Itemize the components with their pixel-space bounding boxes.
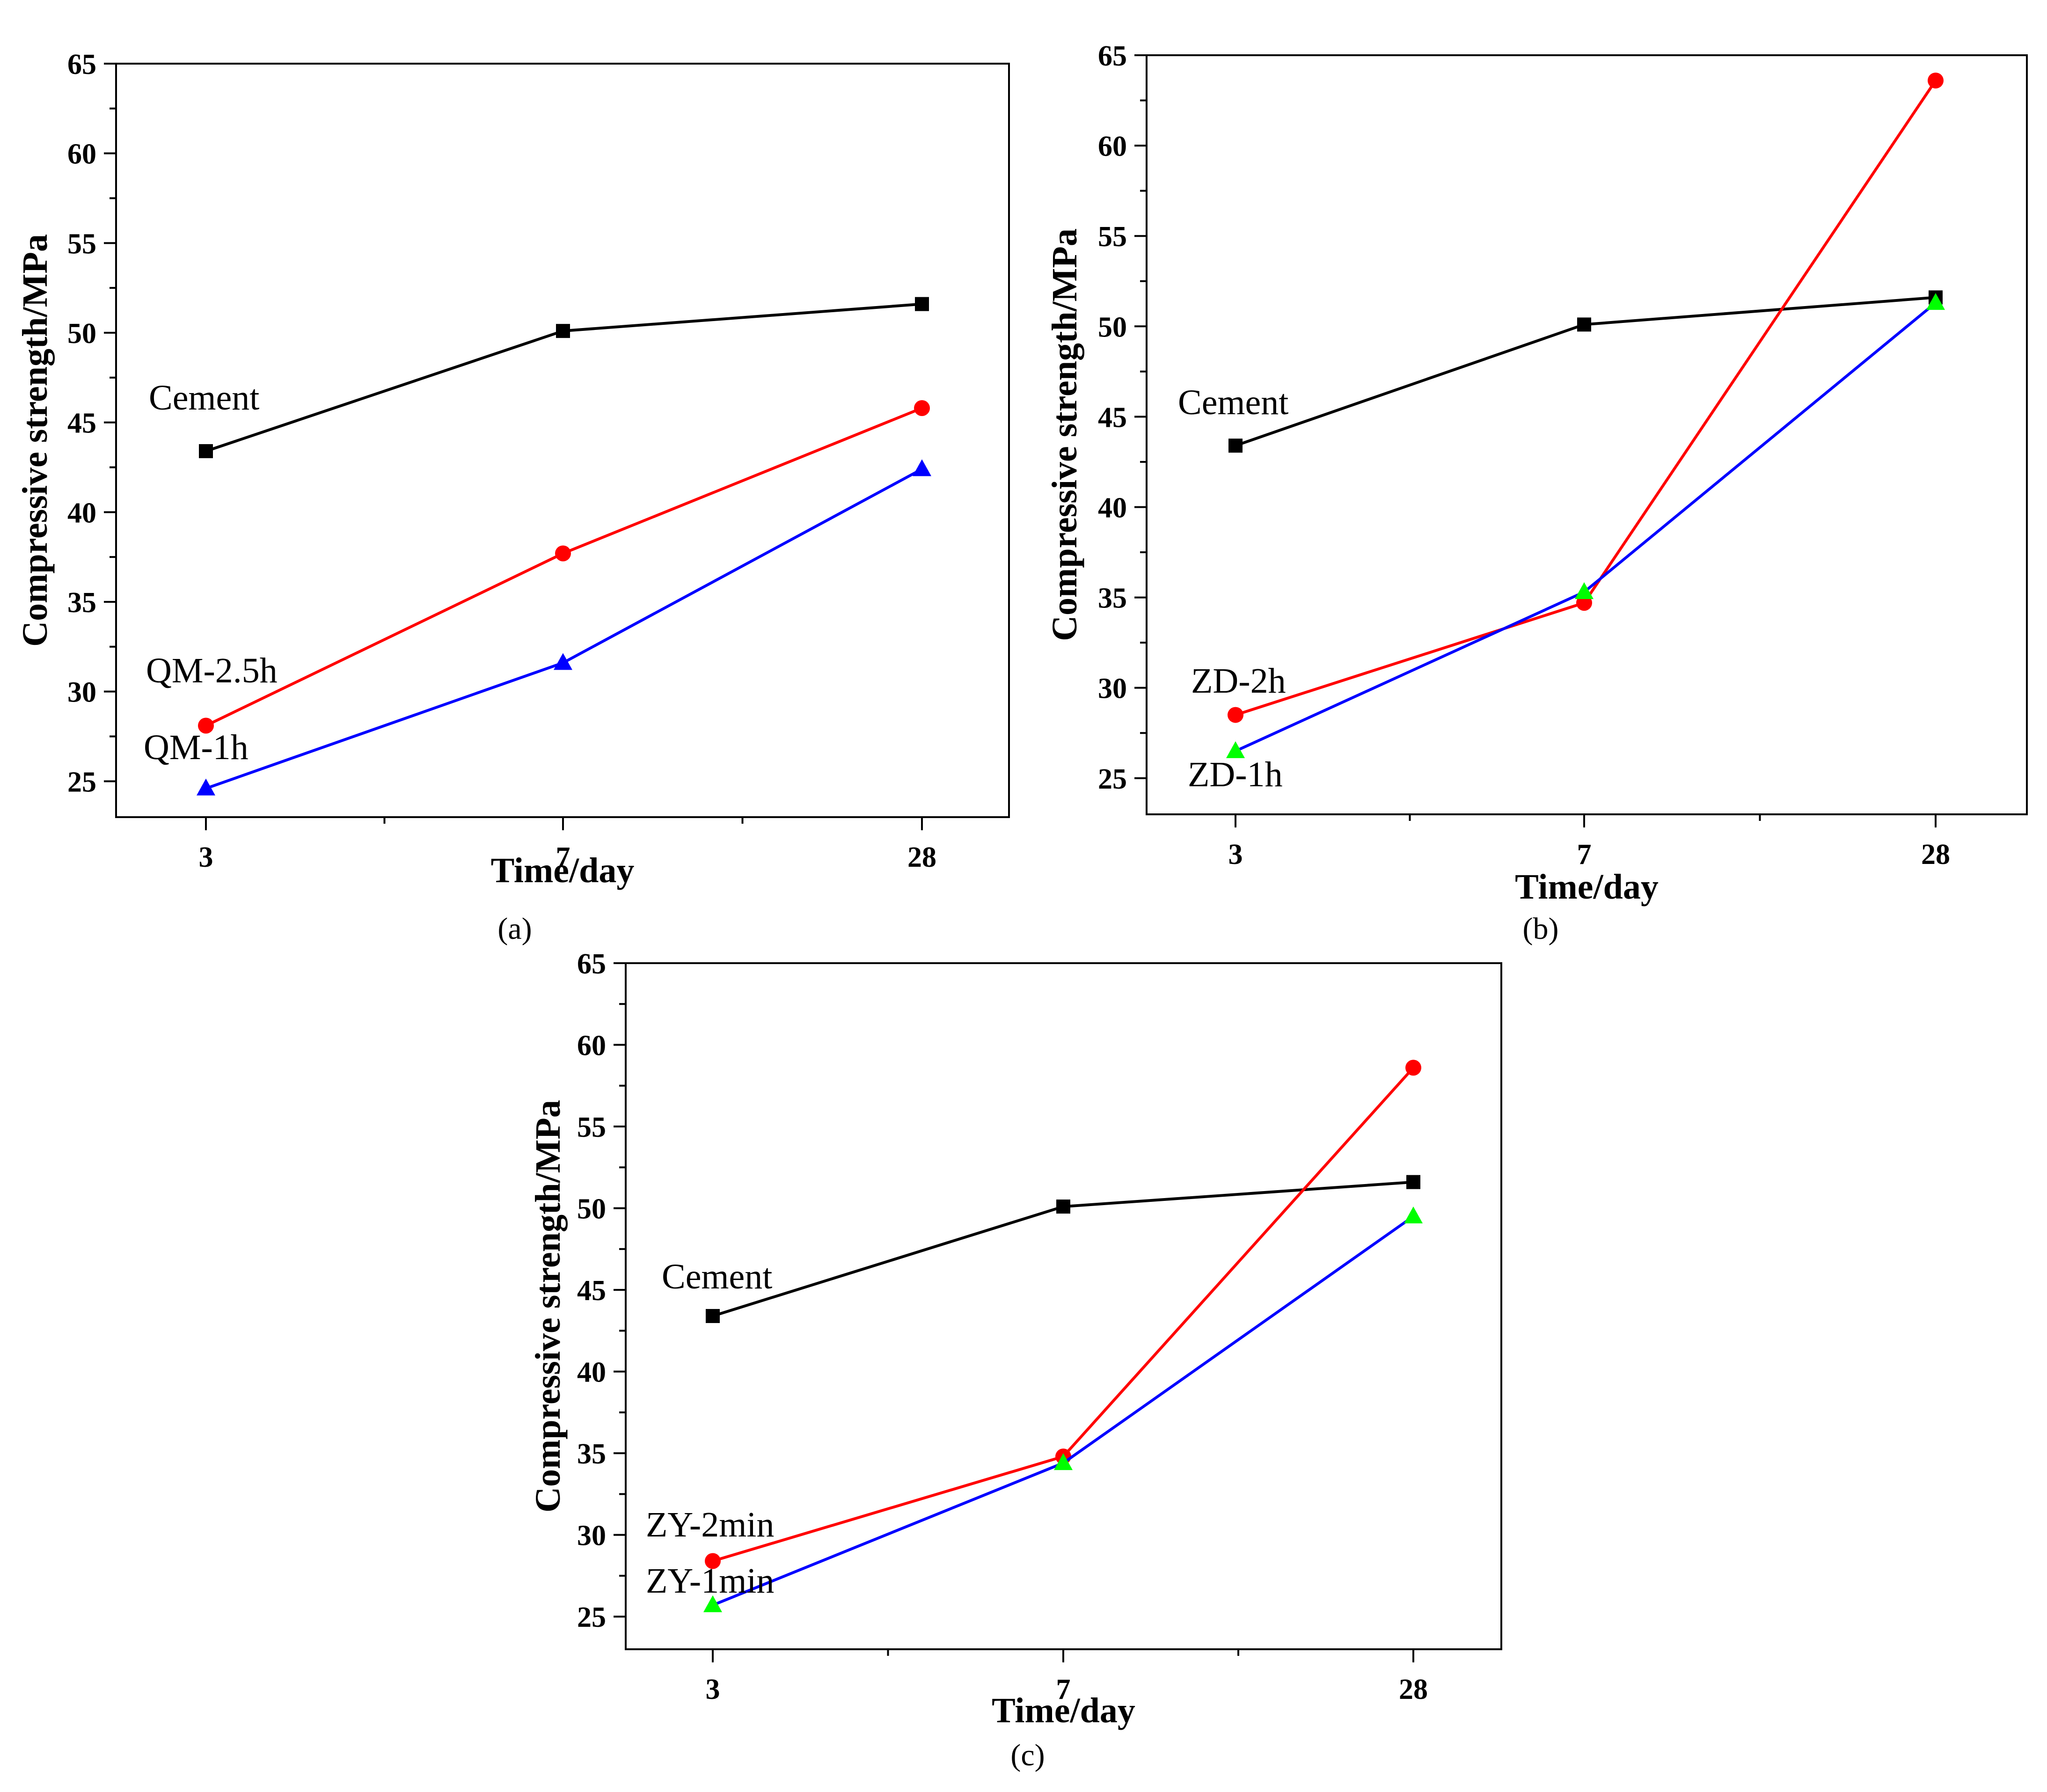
data-point-zd-2h	[1928, 73, 1944, 89]
data-point-zd-1h	[1575, 582, 1594, 599]
data-point-cement	[556, 324, 570, 338]
y-tick-label: 50	[1098, 311, 1127, 343]
x-tick-label: 28	[1921, 839, 1950, 870]
y-tick-label: 65	[577, 948, 606, 980]
x-tick-label: 28	[907, 841, 936, 873]
series-label-qm-2-5h: QM-2.5h	[146, 651, 278, 690]
data-point-cement	[1228, 439, 1243, 453]
y-tick-label: 45	[67, 408, 96, 439]
series-line-qm-1h	[205, 468, 923, 790]
data-point-qm-2-5h	[914, 400, 930, 416]
series-label-cement: Cement	[1178, 383, 1288, 422]
y-tick-label: 25	[577, 1602, 606, 1633]
y-axis-title: Compressive strength/MPa	[528, 1100, 568, 1513]
data-point-cement	[915, 297, 929, 311]
y-tick-label: 55	[577, 1112, 606, 1143]
x-axis-title: Time/day	[992, 1691, 1135, 1730]
data-point-zy-2min	[705, 1553, 721, 1569]
series-label-zd-1h: ZD-1h	[1188, 755, 1283, 794]
x-tick-label: 3	[1228, 839, 1243, 870]
y-tick-label: 50	[577, 1193, 606, 1225]
y-tick-label: 50	[67, 318, 96, 350]
y-tick-label: 30	[1098, 673, 1127, 705]
data-point-qm-2-5h	[198, 717, 214, 734]
series-label-cement: Cement	[662, 1257, 772, 1296]
data-point-qm-1h	[554, 653, 572, 670]
plot-frame	[625, 962, 1502, 1650]
x-tick-label: 3	[706, 1674, 720, 1705]
data-point-zy-2min	[1405, 1060, 1421, 1076]
plot-frame	[1146, 54, 2028, 815]
series-line-qm-2-5h	[205, 407, 923, 727]
series-label-zd-2h: ZD-2h	[1191, 661, 1286, 701]
data-point-qm-2-5h	[555, 545, 571, 562]
data-point-cement	[1577, 317, 1591, 332]
y-tick-label: 40	[577, 1357, 606, 1389]
data-point-zy-1min	[1404, 1207, 1423, 1224]
data-point-zd-2h	[1228, 707, 1243, 723]
y-tick-label: 30	[577, 1520, 606, 1552]
y-tick-label: 35	[67, 587, 96, 619]
data-point-cement	[1406, 1175, 1420, 1189]
y-tick-label: 30	[67, 677, 96, 709]
y-tick-label: 60	[577, 1030, 606, 1062]
y-tick-label: 60	[1098, 131, 1127, 162]
y-axis-title: Compressive strength/MPa	[15, 234, 55, 647]
panel-b: 25 30 35 40 45 50 55 60 65 3 7 28 Time/day Compressiv…	[1045, 40, 2028, 946]
y-tick-label: 45	[1098, 402, 1127, 433]
panel-c: 25 30 35 40 45 50 55 60 65 3 7 28 Time/day Compressiv…	[528, 948, 1502, 1772]
y-tick-label: 55	[1098, 221, 1127, 253]
data-point-zy-1min	[703, 1595, 722, 1612]
y-tick-label: 65	[1098, 40, 1127, 72]
y-tick-label: 25	[1098, 763, 1127, 795]
data-point-qm-1h	[913, 459, 931, 476]
panel-label: (a)	[497, 912, 532, 946]
series-label-zy-1min: ZY-1min	[646, 1561, 774, 1601]
x-tick-label: 3	[199, 841, 213, 873]
y-tick-label: 40	[67, 497, 96, 529]
x-tick-label: 28	[1399, 1674, 1428, 1705]
y-tick-label: 60	[67, 139, 96, 170]
data-point-qm-1h	[197, 778, 215, 796]
panel-a: 25 30 35 40 45 50 55 60 65 3 7 28 Time/day Compressiv…	[15, 49, 1010, 946]
y-axis-title: Compressive strength/MPa	[1045, 228, 1084, 641]
series-line-zy-2min	[712, 1067, 1415, 1563]
x-tick-label: 7	[1577, 839, 1592, 870]
data-point-zy-1min	[1054, 1453, 1073, 1470]
series-line-zd-1h	[1235, 301, 1937, 753]
y-tick-label: 35	[1098, 583, 1127, 614]
data-point-cement	[706, 1309, 720, 1323]
y-tick-label: 25	[67, 766, 96, 798]
x-axis-title: Time/day	[491, 851, 635, 890]
y-tick-label: 65	[67, 49, 96, 80]
series-label-zy-2min: ZY-2min	[646, 1505, 774, 1544]
series-line-zy-1min	[712, 1215, 1414, 1607]
x-axis-title: Time/day	[1515, 867, 1659, 907]
panel-label: (c)	[1010, 1738, 1045, 1772]
data-point-cement	[1056, 1200, 1070, 1214]
y-tick-label: 45	[577, 1275, 606, 1307]
panel-label: (b)	[1523, 912, 1559, 946]
series-line-zd-2h	[1235, 80, 1937, 717]
y-tick-label: 55	[67, 228, 96, 260]
data-point-cement	[199, 444, 213, 458]
y-tick-label: 35	[577, 1438, 606, 1470]
series-label-qm-1h: QM-1h	[144, 728, 249, 767]
x-tick-label: 7	[1056, 1674, 1071, 1705]
series-label-cement: Cement	[149, 378, 259, 417]
x-tick-label: 7	[556, 841, 570, 873]
data-point-zd-1h	[1226, 741, 1245, 758]
y-tick-label: 40	[1098, 492, 1127, 524]
data-point-zd-1h	[1926, 293, 1945, 310]
